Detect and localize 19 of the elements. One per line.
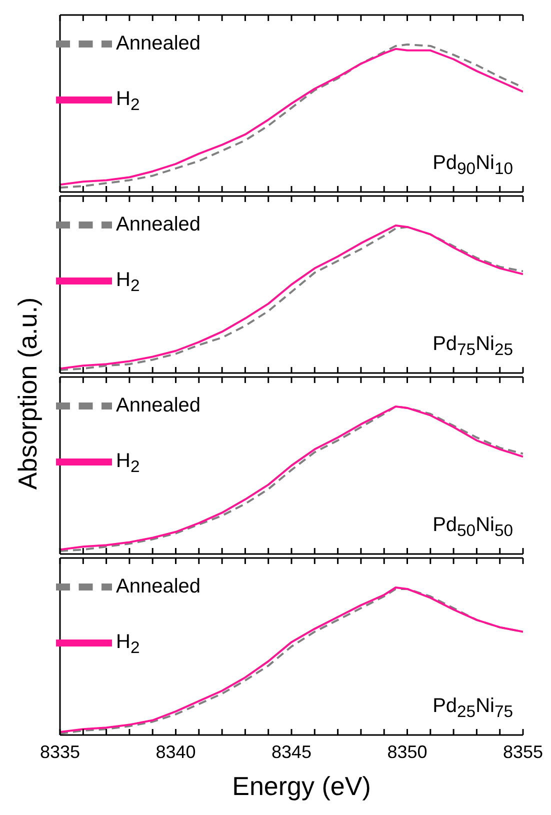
annotation: Pd$_{75}$Ni$_{25}$ — [432, 333, 513, 359]
legend-label: H$_{2}$ — [116, 450, 140, 476]
x-tick-label: 8345 — [271, 742, 312, 762]
x-axis-title: Energy (eV) — [232, 771, 371, 801]
legend-label: Annealed — [116, 32, 201, 54]
legend-label: Annealed — [116, 213, 201, 236]
annotation: Pd$_{50}$Ni$_{50}$ — [432, 514, 513, 540]
x-tick-label: 8335 — [40, 742, 80, 762]
x-tick-label: 8350 — [387, 742, 428, 762]
legend-label: Annealed — [116, 394, 201, 416]
x-tick-label: 8355 — [502, 742, 544, 762]
annotation: Pd$_{90}$Ni$_{10}$ — [432, 152, 513, 178]
legend-label: Annealed — [116, 575, 201, 598]
legend-label: H$_{2}$ — [116, 88, 140, 114]
annotation: Pd$_{25}$Ni$_{75}$ — [432, 695, 513, 721]
legend-label: H$_{2}$ — [116, 631, 140, 658]
y-axis-title: Absorption (a.u.) — [12, 297, 42, 490]
legend-label: H$_{2}$ — [116, 269, 140, 296]
x-tick-label: 8340 — [156, 742, 196, 762]
